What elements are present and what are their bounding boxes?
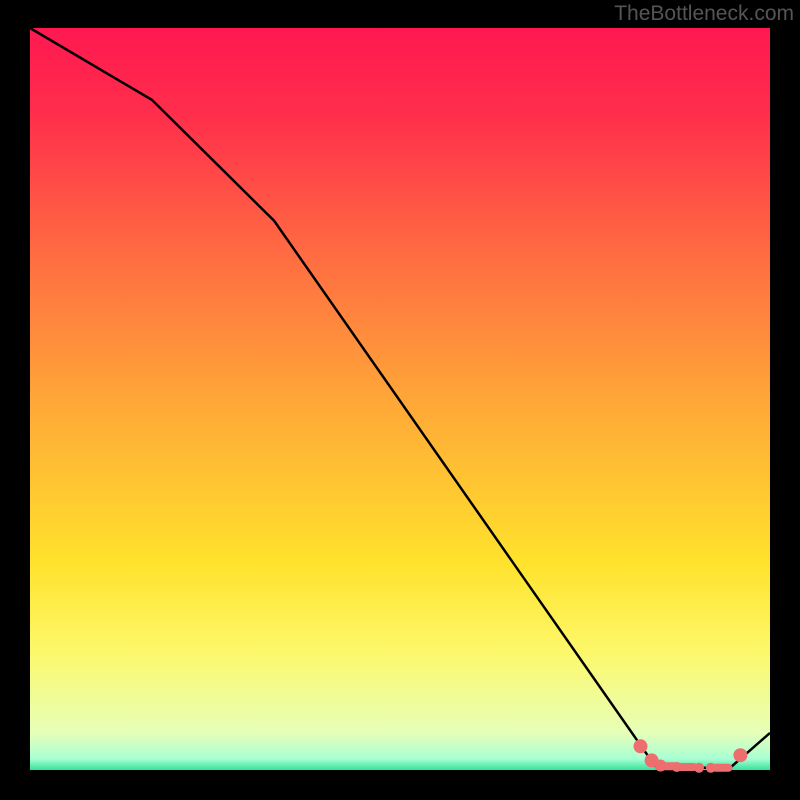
watermark-text: TheBottleneck.com — [614, 2, 794, 26]
plot-background — [30, 28, 770, 770]
